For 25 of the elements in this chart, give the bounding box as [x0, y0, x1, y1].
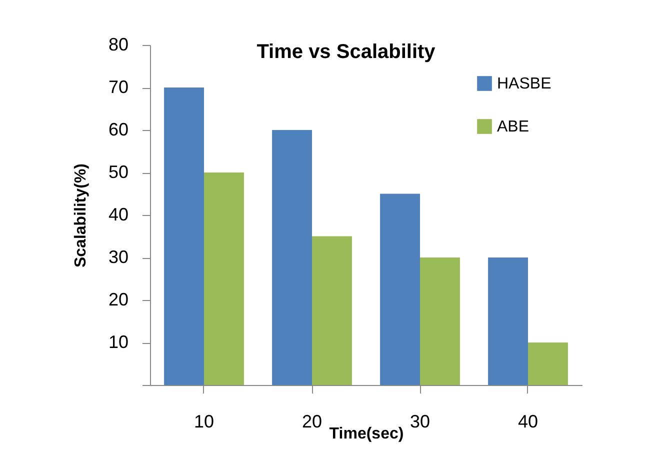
- x-tick-label: 40: [518, 412, 538, 432]
- x-axis-title: Time(sec): [329, 426, 404, 442]
- chart-title: Time vs Scalability: [256, 41, 436, 63]
- y-tick-label: 30: [108, 247, 128, 267]
- bar: [312, 236, 352, 385]
- y-tick-label: 70: [108, 77, 128, 97]
- bar: [272, 130, 312, 385]
- y-tick-label: 60: [108, 120, 128, 140]
- y-tick-label: 40: [108, 204, 128, 224]
- y-tick-label: 10: [108, 332, 128, 352]
- x-tick-label: 20: [302, 412, 322, 432]
- y-tick-label: 80: [108, 34, 128, 54]
- bar: [380, 194, 420, 385]
- bar: [420, 258, 460, 385]
- x-tick-label: 10: [194, 412, 214, 432]
- x-tick-label: 30: [410, 412, 430, 432]
- legend-label: ABE: [497, 118, 530, 136]
- bar: [204, 172, 244, 385]
- bar: [488, 258, 528, 385]
- bar: [164, 88, 204, 385]
- y-tick-label: 50: [108, 162, 128, 182]
- y-axis-title: Scalability(%): [72, 163, 90, 268]
- legend-label: HASBE: [497, 76, 552, 92]
- bar: [528, 342, 568, 385]
- y-tick-label: 20: [108, 290, 128, 310]
